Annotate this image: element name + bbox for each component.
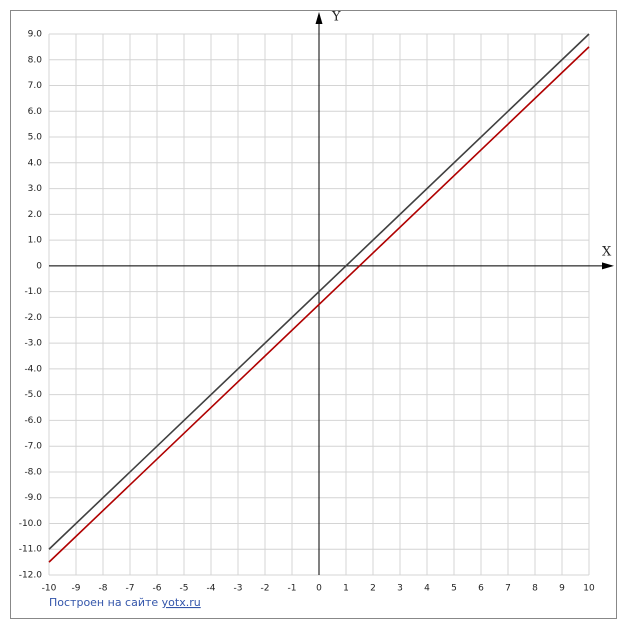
- series-line: [48, 46, 590, 563]
- y-tick-label: -2.0: [24, 313, 42, 323]
- footer-text: Построен на сайте: [49, 596, 158, 609]
- x-tick-label: 4: [424, 584, 430, 594]
- y-tick-label: 9.0: [28, 30, 43, 40]
- y-tick-label: 0: [36, 261, 42, 271]
- x-tick-label: -3: [234, 584, 243, 594]
- x-tick-label: 9: [559, 584, 565, 594]
- x-axis-arrow: [602, 262, 614, 270]
- x-tick-label: 7: [505, 584, 511, 594]
- y-tick-label: 7.0: [28, 81, 43, 91]
- x-tick-label: -6: [153, 584, 162, 594]
- y-tick-label: -9.0: [24, 493, 42, 503]
- y-axis-arrow: [315, 12, 323, 24]
- x-tick-label: -9: [72, 584, 81, 594]
- y-tick-label: 3.0: [28, 184, 43, 194]
- x-tick-label: -4: [207, 584, 216, 594]
- y-tick-label: -11.0: [19, 545, 43, 555]
- x-tick-label: 1: [343, 584, 349, 594]
- x-tick-label: 8: [532, 584, 538, 594]
- y-tick-label: -8.0: [24, 467, 42, 477]
- footer: Построен на сайте yotx.ru: [49, 596, 201, 609]
- y-axis-label: Y: [331, 10, 341, 25]
- y-tick-label: -10.0: [19, 519, 43, 529]
- x-tick-label: 6: [478, 584, 484, 594]
- x-tick-label: -1: [288, 584, 297, 594]
- x-tick-label: -8: [99, 584, 108, 594]
- x-tick-label: 2: [370, 584, 376, 594]
- frame: [10, 10, 617, 619]
- series-line: [48, 33, 590, 550]
- y-tick-label: -6.0: [24, 416, 42, 426]
- x-tick-label: -10: [42, 584, 57, 594]
- y-tick-label: 1.0: [28, 236, 43, 246]
- y-tick-label: -3.0: [24, 339, 42, 349]
- y-tick-label: -4.0: [24, 364, 42, 374]
- y-tick-label: -1.0: [24, 287, 42, 297]
- y-tick-label: 8.0: [28, 55, 43, 65]
- y-tick-label: 4.0: [28, 158, 43, 168]
- x-axis-label: X: [602, 245, 612, 260]
- x-tick-label: 5: [451, 584, 457, 594]
- y-tick-label: -5.0: [24, 390, 42, 400]
- x-tick-label: -5: [180, 584, 189, 594]
- x-tick-label: 3: [397, 584, 403, 594]
- x-tick-label: 0: [316, 584, 322, 594]
- x-tick-label: -7: [126, 584, 135, 594]
- y-tick-label: -12.0: [19, 571, 43, 581]
- y-tick-label: -7.0: [24, 442, 42, 452]
- y-tick-label: 5.0: [28, 133, 43, 143]
- y-tick-label: 2.0: [28, 210, 43, 220]
- y-tick-label: 6.0: [28, 107, 43, 117]
- footer-link[interactable]: yotx.ru: [162, 596, 201, 609]
- x-tick-label: -2: [261, 584, 270, 594]
- x-tick-label: 10: [583, 584, 595, 594]
